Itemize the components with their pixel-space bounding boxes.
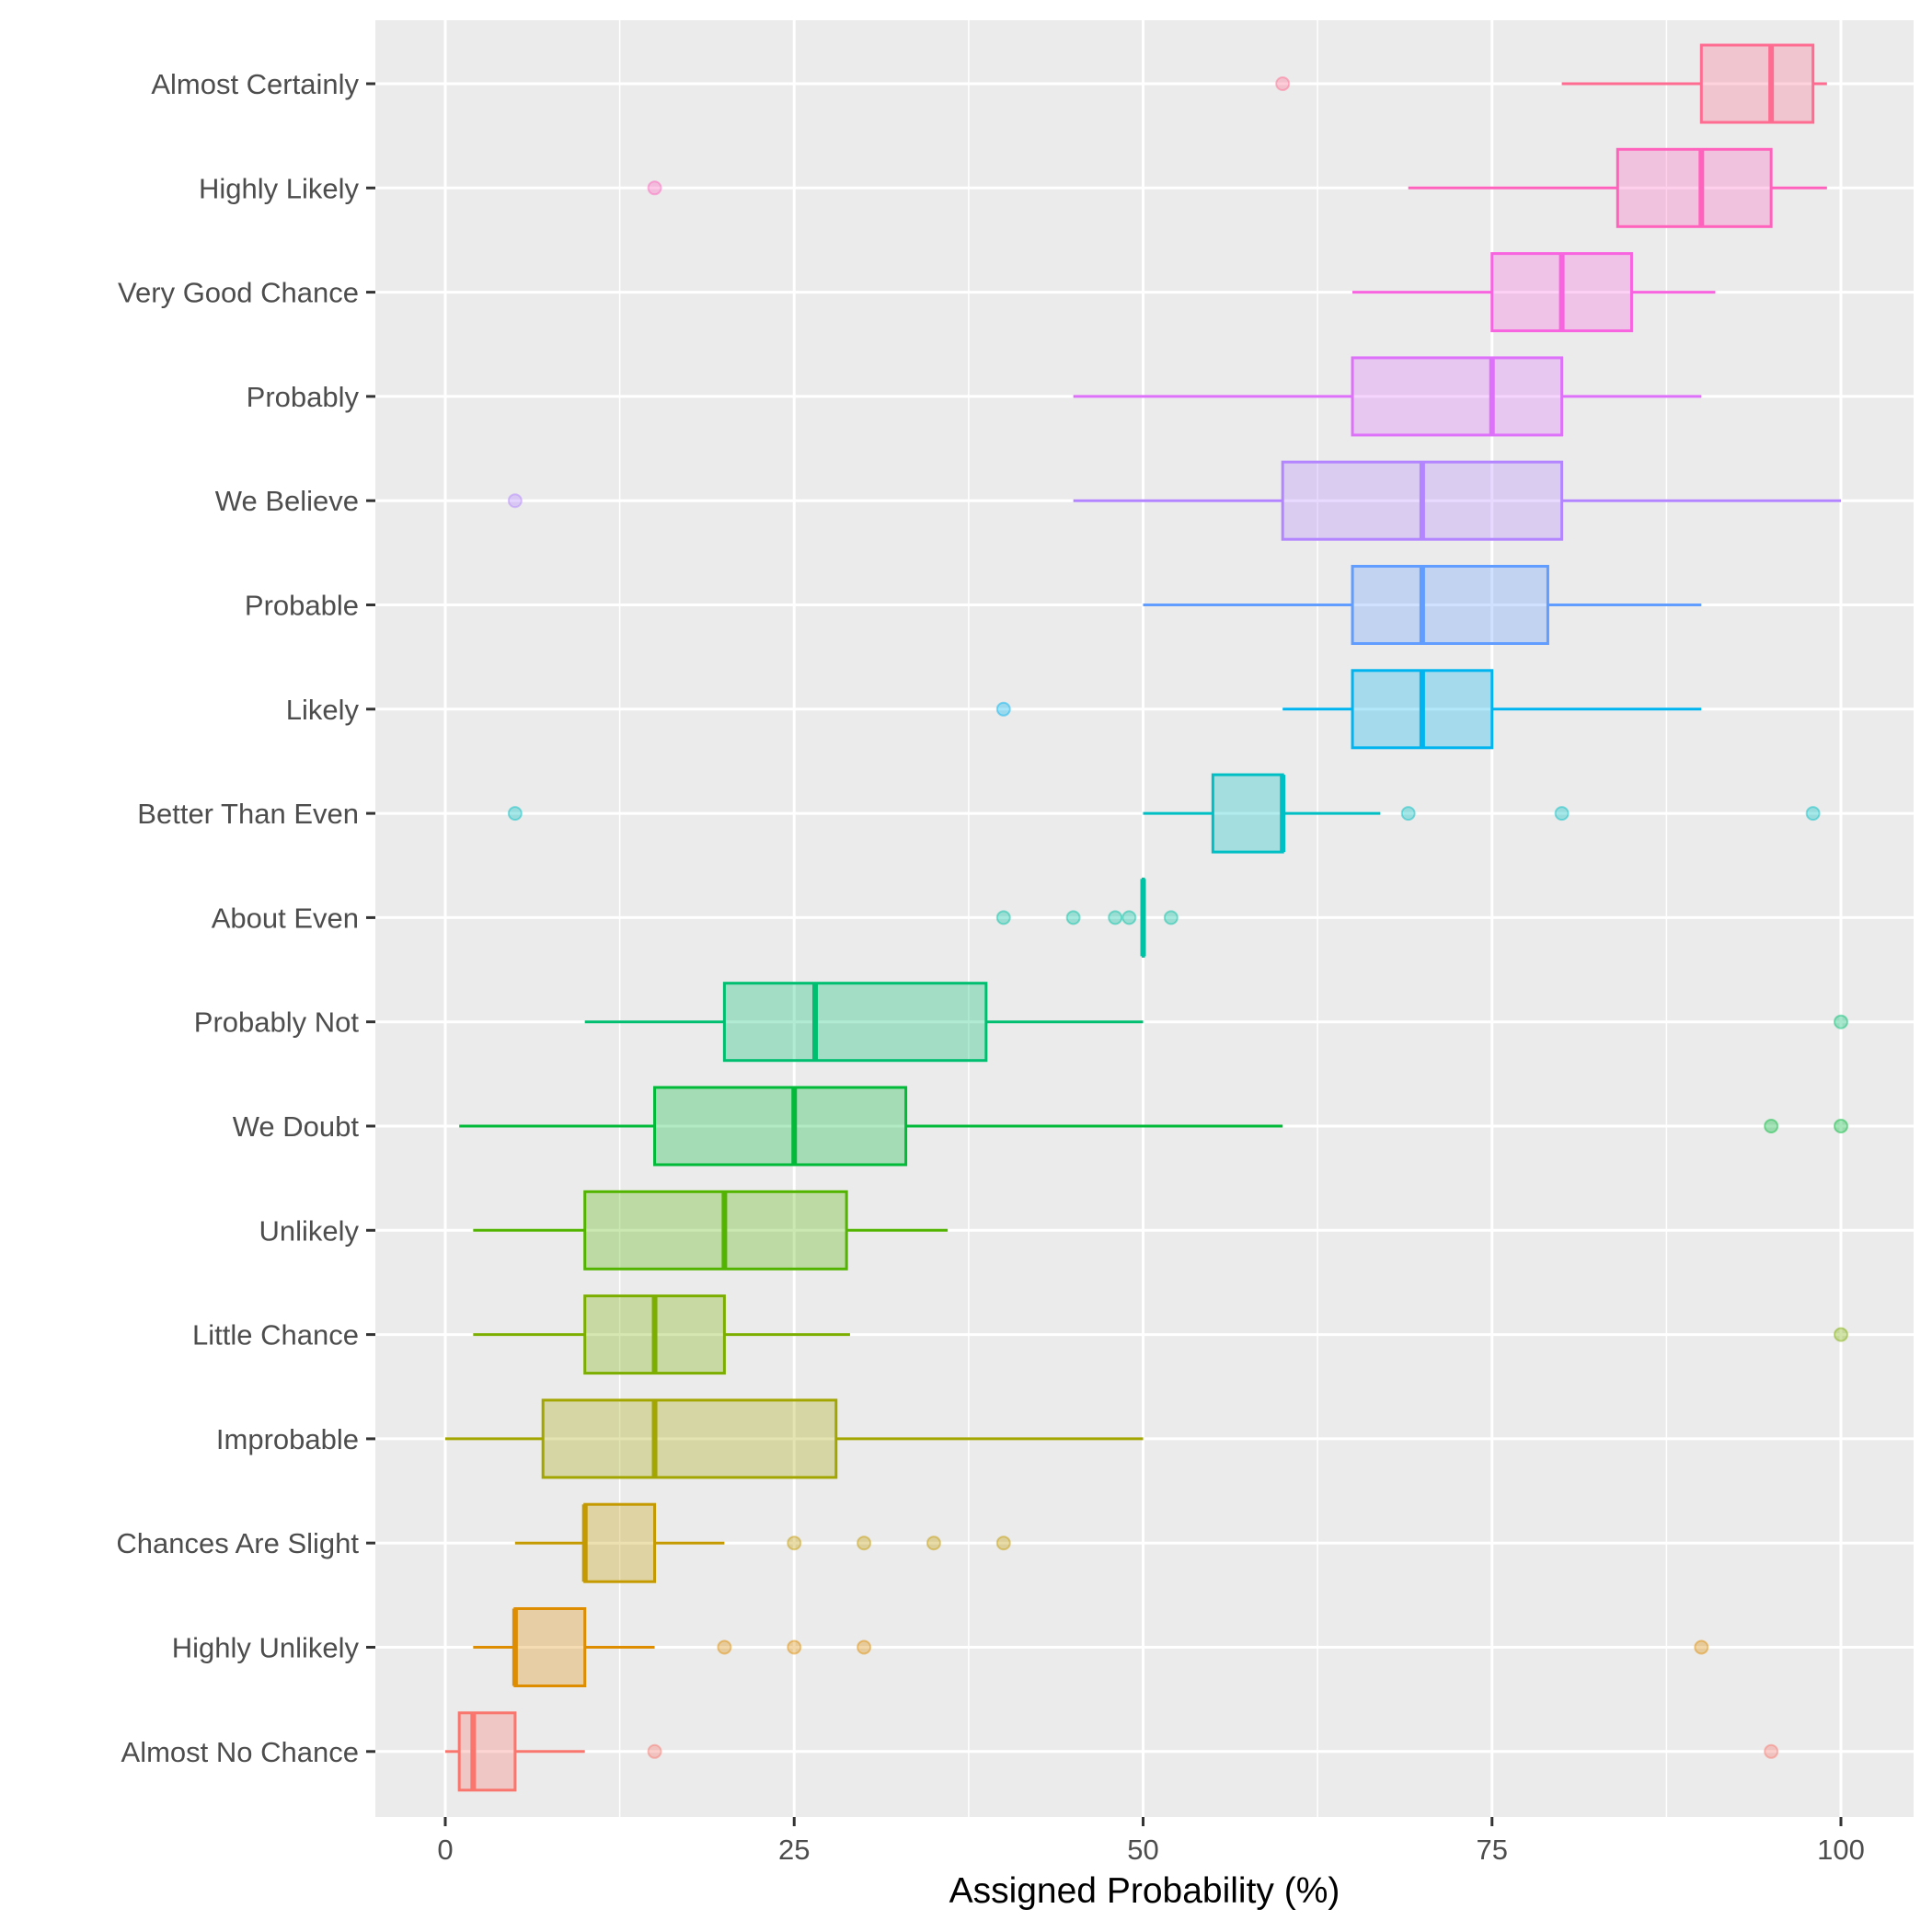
outlier-point (1694, 1639, 1709, 1655)
iqr-box (513, 1607, 587, 1687)
iqr-box (457, 1711, 517, 1792)
iqr-box (1616, 147, 1773, 228)
boxplot-highly-likely (647, 147, 1827, 228)
boxplot-about-even (995, 877, 1179, 958)
y-tick-label: Almost Certainly (151, 68, 359, 100)
boxplot-almost-no-chance (445, 1711, 1779, 1792)
outlier-point (1554, 806, 1570, 822)
outlier-point (787, 1639, 802, 1655)
x-tick-label: 25 (778, 1834, 810, 1866)
outlier-point (1065, 910, 1081, 926)
boxplot-very-good-chance (1352, 252, 1716, 333)
outlier-point (647, 1743, 662, 1759)
boxplot-highly-unlikely (473, 1607, 1709, 1687)
x-axis-title: Assigned Probability (%) (949, 1871, 1340, 1911)
x-tick-label: 75 (1477, 1834, 1508, 1866)
boxplots (445, 43, 1848, 1792)
iqr-box (653, 1086, 908, 1167)
y-tick-label: Very Good Chance (118, 277, 359, 309)
outlier-point (1121, 910, 1137, 926)
y-axis: Almost Certainly Highly Likely Very Good C… (116, 68, 375, 1768)
outlier-point (995, 1535, 1011, 1551)
outlier-point (995, 910, 1011, 926)
iqr-box (583, 1190, 848, 1271)
outlier-point (647, 180, 662, 196)
y-tick-label: Chances Are Slight (116, 1527, 359, 1559)
x-tick-label: 50 (1127, 1834, 1158, 1866)
outlier-point (857, 1639, 872, 1655)
y-tick-label: Almost No Chance (121, 1736, 359, 1768)
boxplot-probably-not (584, 982, 1848, 1063)
boxplot-likely (995, 669, 1702, 750)
boxplot-unlikely (473, 1190, 949, 1271)
iqr-box (1211, 773, 1284, 854)
boxplot-we-doubt (459, 1086, 1848, 1167)
outlier-point (717, 1639, 732, 1655)
x-tick-label: 100 (1817, 1834, 1865, 1866)
outlier-point (1163, 910, 1179, 926)
boxplot-chances-are-slight (514, 1502, 1011, 1583)
iqr-box (541, 1398, 838, 1479)
boxplot-we-believe (507, 460, 1841, 541)
boxplot-probable (1143, 565, 1702, 645)
outlier-point (1764, 1743, 1779, 1759)
y-tick-label: Likely (286, 694, 360, 726)
outlier-point (507, 806, 523, 822)
x-axis: 0 25 50 75 100 (437, 1817, 1865, 1866)
y-tick-label: Probably Not (194, 1006, 360, 1039)
outlier-point (1108, 910, 1123, 926)
y-tick-label: We Believe (215, 485, 359, 517)
outlier-point (1834, 1014, 1848, 1029)
outlier-point (857, 1535, 872, 1551)
y-tick-label: Probably (247, 381, 360, 413)
iqr-box (1351, 356, 1564, 437)
x-tick-label: 0 (437, 1834, 453, 1866)
y-tick-label: Highly Likely (199, 172, 360, 204)
boxplot-improbable (445, 1398, 1144, 1479)
outlier-point (995, 701, 1011, 717)
y-tick-label: Unlikely (259, 1214, 359, 1247)
boxplot-little-chance (473, 1294, 1848, 1375)
iqr-box (583, 1502, 657, 1583)
outlier-point (1805, 806, 1821, 822)
outlier-point (1400, 806, 1416, 822)
iqr-box (1699, 43, 1815, 124)
boxplot-probably (1073, 356, 1702, 437)
boxplot-better-than-even (507, 773, 1821, 854)
outlier-point (507, 493, 523, 509)
boxplot-almost-certainly (1275, 43, 1827, 124)
y-tick-label: Highly Unlikely (172, 1632, 360, 1664)
outlier-point (787, 1535, 802, 1551)
outlier-point (926, 1535, 941, 1551)
outlier-point (1764, 1119, 1779, 1133)
outlier-point (1275, 76, 1291, 91)
iqr-box (1351, 565, 1549, 645)
y-tick-label: We Doubt (233, 1110, 360, 1143)
outlier-point (1834, 1119, 1848, 1133)
y-tick-label: Improbable (216, 1423, 359, 1455)
y-tick-label: About Even (212, 902, 359, 934)
y-tick-label: Probable (245, 590, 359, 622)
outlier-point (1834, 1327, 1848, 1342)
iqr-box (722, 982, 988, 1063)
y-tick-label: Better Than Even (137, 798, 359, 830)
y-tick-label: Little Chance (192, 1319, 359, 1351)
